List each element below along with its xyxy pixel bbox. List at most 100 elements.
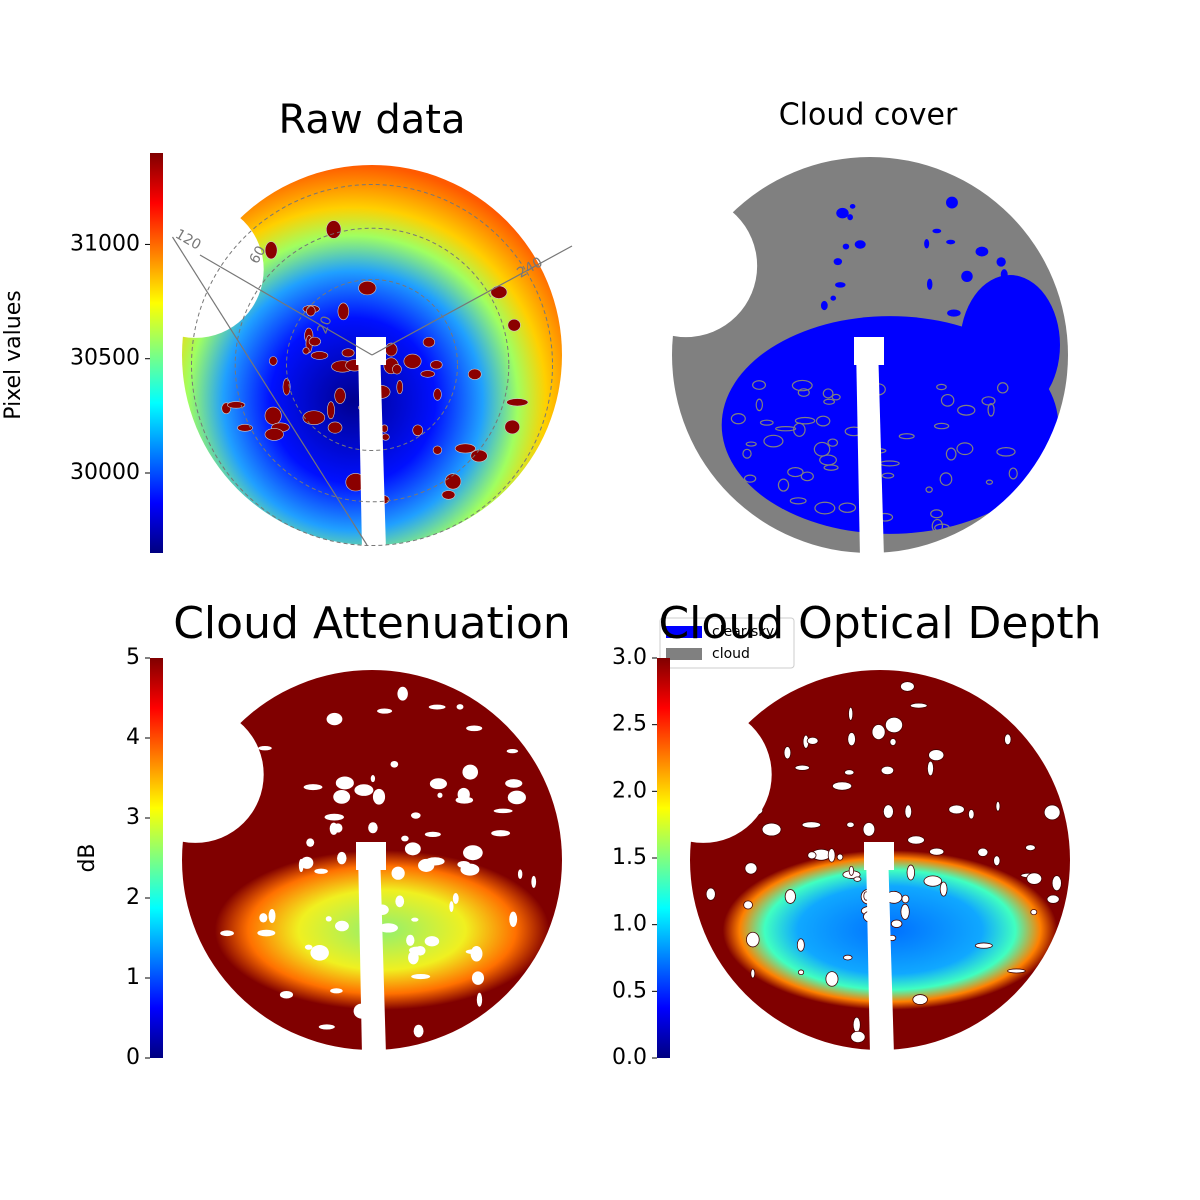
cloud-blob <box>269 356 278 366</box>
clear-blob <box>807 851 817 860</box>
clear-blob <box>900 903 910 920</box>
cloud-blob <box>412 424 424 436</box>
clear-blob <box>318 1024 335 1030</box>
cloud-blob <box>823 398 836 405</box>
cloud-blob <box>752 380 767 390</box>
clear-blob <box>378 923 398 933</box>
clear-blob <box>874 950 890 965</box>
sky-image <box>182 670 562 1050</box>
clear-blob <box>927 760 934 777</box>
clear-blob <box>1025 204 1033 216</box>
polar-axis <box>171 236 368 546</box>
clear-blob <box>404 842 421 856</box>
cloud-blob <box>956 442 974 456</box>
clear-blob <box>904 804 913 819</box>
clear-blob <box>796 938 805 952</box>
cloud-blob <box>282 378 291 396</box>
cloud-blob <box>987 403 995 417</box>
clear-blob <box>258 746 272 751</box>
clear-blob <box>259 913 268 923</box>
clear-blob <box>871 724 886 741</box>
colorbar-tick-label: 2.5 <box>612 712 647 737</box>
cloud-blob <box>755 398 763 412</box>
clear-blob <box>976 329 981 335</box>
cloud-blob <box>950 525 971 533</box>
clear-blob <box>820 300 828 311</box>
clear-blob <box>216 753 228 770</box>
clear-blob <box>395 895 405 908</box>
cloud-blob <box>814 501 836 515</box>
clear-blob <box>397 686 408 701</box>
panel-title: Cloud cover <box>779 98 958 133</box>
polar-axis <box>371 245 573 356</box>
cloud-blob <box>730 413 746 425</box>
cloud-blob <box>898 433 915 440</box>
cloud-blob <box>838 502 857 513</box>
clear-blob <box>912 994 928 1005</box>
clear-blob <box>831 781 853 791</box>
sky-image <box>672 157 1068 553</box>
clear-blob <box>424 936 440 947</box>
clear-blob <box>743 900 753 910</box>
clear-blob <box>901 894 910 904</box>
clear-blob <box>303 784 323 791</box>
colorbar-label: dB <box>75 843 100 872</box>
cloud-blob <box>302 347 310 355</box>
clear-blob <box>924 238 930 249</box>
colorbar-tick-label: 3.0 <box>612 645 647 670</box>
cloud-blob <box>797 388 810 397</box>
clear-blob <box>806 736 819 745</box>
cloud-blob <box>879 460 900 467</box>
clear-blob <box>314 868 328 874</box>
clear-blob <box>850 1030 866 1044</box>
clear-blob <box>854 240 866 249</box>
clear-blob <box>746 931 760 948</box>
clear-blob <box>932 228 942 234</box>
clear-blob <box>848 865 855 876</box>
clear-blob <box>1007 968 1026 974</box>
clear-blob <box>849 203 856 209</box>
colorbar-tick-label: 1.0 <box>612 912 647 937</box>
clear-blob <box>353 1003 370 1019</box>
cloud-blob <box>506 398 529 407</box>
clear-blob <box>842 243 850 250</box>
clear-blob <box>370 775 376 783</box>
cloud-blob <box>264 428 284 441</box>
colorbar-tick-label: 2.0 <box>612 778 647 803</box>
cloud-blob <box>396 380 404 395</box>
clear-blob <box>888 934 897 942</box>
clear-blob <box>846 821 855 828</box>
clear-blob <box>509 911 518 927</box>
cloud-blob <box>789 497 807 505</box>
legend-label: cloud <box>712 646 750 662</box>
colorbar-tick-label: 30500 <box>70 346 140 371</box>
polar-ring <box>191 184 553 546</box>
clear-blob <box>375 904 389 915</box>
clear-blob <box>843 954 853 961</box>
clear-blob <box>279 990 294 999</box>
panel-title: Raw data <box>279 97 466 143</box>
clear-blob <box>801 821 822 829</box>
clear-blob <box>210 806 222 816</box>
clear-blob <box>409 946 425 954</box>
clear-blob <box>363 980 370 985</box>
clear-blob <box>961 270 973 282</box>
clear-blob <box>835 282 846 288</box>
cloud-blob <box>337 302 350 321</box>
cloud-blob <box>237 424 253 432</box>
cloud-blob <box>326 401 335 420</box>
cloud-blob <box>372 385 391 399</box>
clear-blob <box>853 876 862 882</box>
clear-blob <box>413 1024 424 1038</box>
clear-blob <box>452 893 459 905</box>
clear-blob <box>1026 872 1043 885</box>
cloud-blob <box>743 474 757 483</box>
clear-blob <box>876 978 885 996</box>
camera-mount <box>356 337 386 365</box>
clear-blob <box>268 908 276 924</box>
polar-ring <box>234 227 510 503</box>
cloud-blob <box>358 403 377 412</box>
clear-blob <box>862 822 876 837</box>
cloud-blob <box>876 512 894 522</box>
clear-blob <box>847 732 856 747</box>
